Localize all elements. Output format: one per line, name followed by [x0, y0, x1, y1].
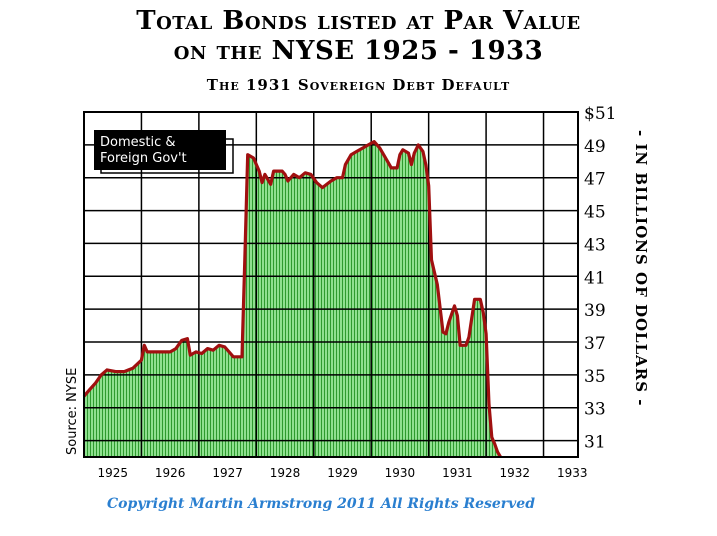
y-tick-label-8: 35 [584, 367, 606, 387]
chart-title-line-2: on the NYSE 1925 - 1933 [173, 36, 544, 66]
chart-title-line-1: Total Bonds listed at Par Value [136, 6, 581, 36]
legend-line-1: Domestic & [100, 135, 176, 150]
legend-box: Domestic & Foreign Gov't [94, 130, 234, 174]
bond-series-line [82, 140, 502, 458]
y-tick-label-5: 41 [584, 268, 606, 288]
x-tick-label-1926: 1926 [155, 466, 186, 480]
x-tick-label-1925: 1925 [97, 466, 128, 480]
plot-frame [83, 111, 579, 458]
y-tick-label-6: 39 [584, 301, 606, 321]
x-tick-label-1930: 1930 [385, 466, 416, 480]
bond-chart: Domestic & Foreign Gov't 1925 1926 1927 192… [65, 104, 650, 480]
y-tick-label-4: 43 [584, 235, 606, 255]
chart-subtitle: The 1931 Sovereign Debt Default [206, 76, 511, 94]
x-tick-label-1933: 1933 [557, 466, 588, 480]
x-tick-labels: 1925 1926 1927 1928 1929 1930 1931 1932 1933 [97, 466, 587, 480]
x-tick-label-1931: 1931 [442, 466, 473, 480]
x-tick-label-1927: 1927 [212, 466, 243, 480]
y-tick-label-1: 49 [584, 137, 606, 157]
x-tick-label-1928: 1928 [270, 466, 301, 480]
y-tick-label-7: 37 [584, 334, 606, 354]
y-axis-label: - IN BILLIONS OF DOLLARS - [632, 130, 650, 407]
x-tick-label-1932: 1932 [500, 466, 531, 480]
source-label: Source: NYSE [65, 368, 80, 455]
bond-area-fill [84, 141, 501, 457]
x-tick-label-1929: 1929 [327, 466, 358, 480]
legend-line-2: Foreign Gov't [100, 151, 187, 166]
y-tick-label-9: 33 [584, 400, 606, 420]
copyright-notice: Copyright Martin Armstrong 2011 All Righ… [106, 496, 536, 512]
y-tick-label-3: 45 [584, 203, 606, 223]
y-tick-label-2: 47 [584, 170, 606, 190]
y-tick-label-10: 31 [584, 433, 606, 453]
y-tick-labels: $51 49 47 45 43 41 39 37 35 33 31 [584, 104, 616, 453]
y-tick-label-0: $51 [584, 104, 616, 124]
